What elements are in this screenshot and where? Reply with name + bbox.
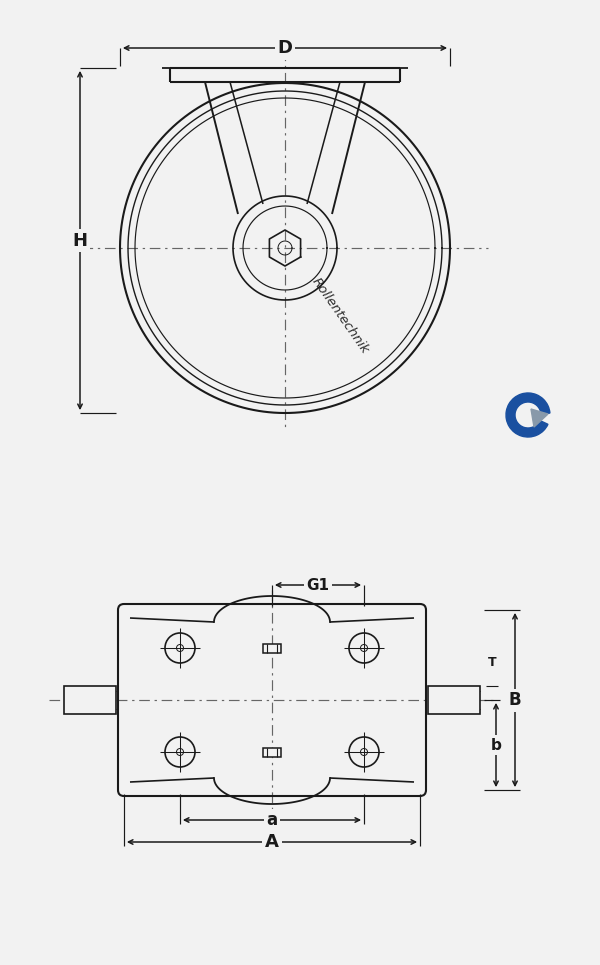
- FancyBboxPatch shape: [64, 686, 116, 714]
- Text: D: D: [277, 39, 293, 57]
- Text: B: B: [509, 691, 521, 709]
- Text: Rollentechnik: Rollentechnik: [309, 276, 371, 356]
- Wedge shape: [506, 393, 550, 437]
- Polygon shape: [531, 409, 548, 427]
- Text: T: T: [488, 656, 496, 670]
- Text: H: H: [73, 232, 88, 250]
- FancyBboxPatch shape: [263, 748, 281, 757]
- Text: a: a: [266, 811, 278, 829]
- Text: G1: G1: [307, 577, 329, 593]
- Text: A: A: [265, 833, 279, 851]
- FancyBboxPatch shape: [263, 644, 281, 652]
- Text: b: b: [491, 737, 502, 753]
- FancyBboxPatch shape: [428, 686, 480, 714]
